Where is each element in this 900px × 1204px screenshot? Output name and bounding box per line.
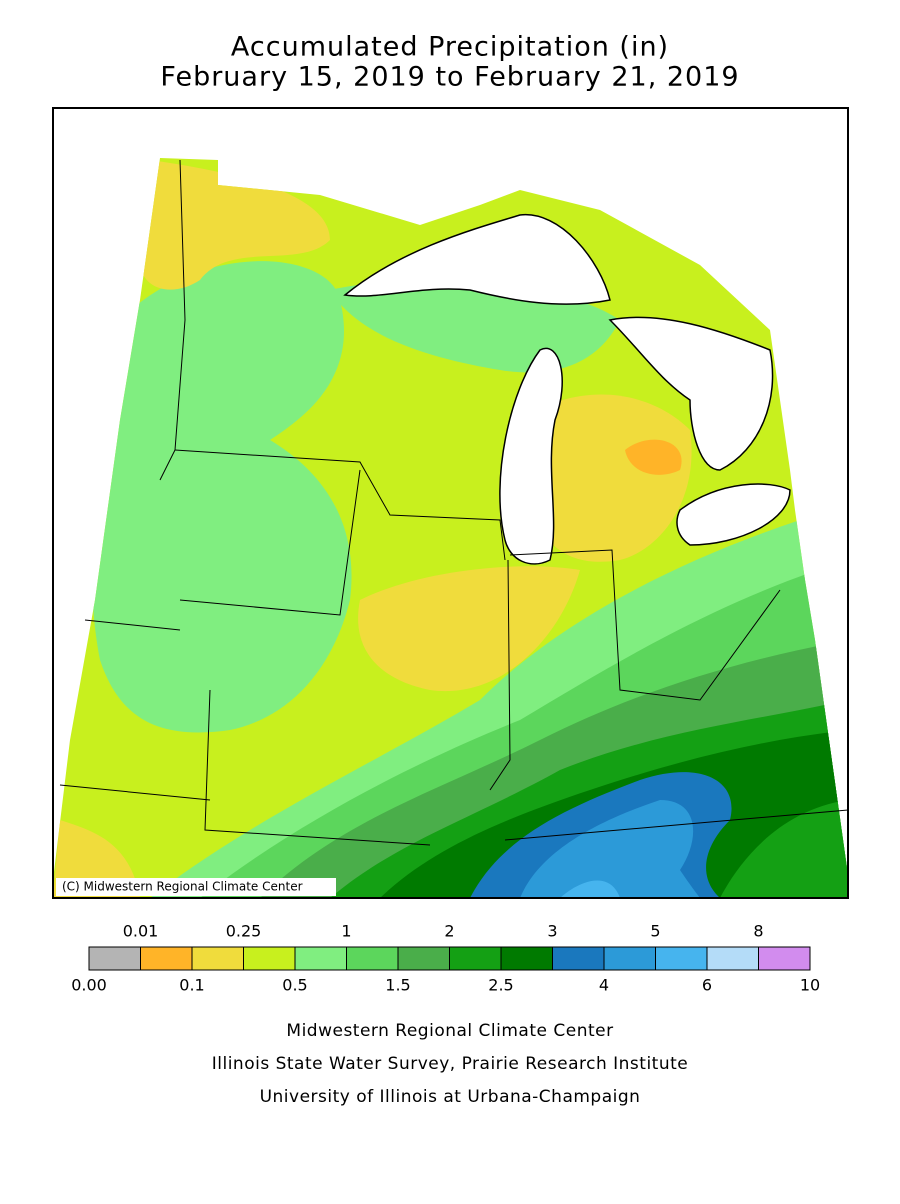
legend-swatch — [500, 946, 553, 971]
legend-swatch — [552, 946, 605, 971]
legend-label: 5 — [650, 922, 660, 941]
footer-line: University of Illinois at Urbana-Champai… — [260, 1087, 641, 1107]
footer-line: Illinois State Water Survey, Prairie Res… — [212, 1054, 688, 1074]
legend-swatch — [706, 946, 759, 971]
legend-swatch — [294, 946, 347, 971]
legend-swatch — [603, 946, 656, 971]
legend-label: 1.5 — [385, 976, 410, 995]
legend-swatch — [140, 946, 193, 971]
legend-label: 10 — [800, 976, 820, 995]
legend-label: 6 — [702, 976, 712, 995]
legend-label: 1 — [341, 922, 351, 941]
credit-box — [56, 878, 336, 896]
subtitle: February 15, 2019 to February 21, 2019 — [160, 62, 739, 93]
legend-label: 0.5 — [282, 976, 307, 995]
legend-label: 2 — [444, 922, 454, 941]
legend-label: 0.00 — [71, 976, 107, 995]
legend-swatch — [449, 946, 502, 971]
legend-label: 0.1 — [179, 976, 204, 995]
legend-swatch — [88, 946, 141, 971]
lakes — [343, 214, 791, 565]
legend-label: 0.01 — [123, 922, 159, 941]
map-credit: (C) Midwestern Regional Climate Center — [62, 880, 303, 894]
legend-swatch — [191, 946, 244, 971]
legend-label: 2.5 — [488, 976, 513, 995]
legend-swatch — [655, 946, 708, 971]
legend-swatch — [346, 946, 399, 971]
map: (C) Midwestern Regional Climate Center — [52, 107, 849, 899]
footer-line: Midwestern Regional Climate Center — [286, 1021, 613, 1041]
legend-label: 0.25 — [226, 922, 262, 941]
legend-label: 4 — [599, 976, 609, 995]
legend-label: 3 — [547, 922, 557, 941]
legend-swatch — [758, 946, 811, 971]
state-lines — [59, 159, 849, 846]
legend-swatch — [243, 946, 296, 971]
map-frame — [52, 107, 849, 899]
legend: 0.00 0.01 0.1 0.25 0.5 1 1.5 2 2.5 3 4 5 6 8 10 — [71, 922, 820, 995]
title: Accumulated Precipitation (in) — [231, 32, 669, 63]
legend-label: 8 — [753, 922, 763, 941]
legend-swatch — [397, 946, 450, 971]
